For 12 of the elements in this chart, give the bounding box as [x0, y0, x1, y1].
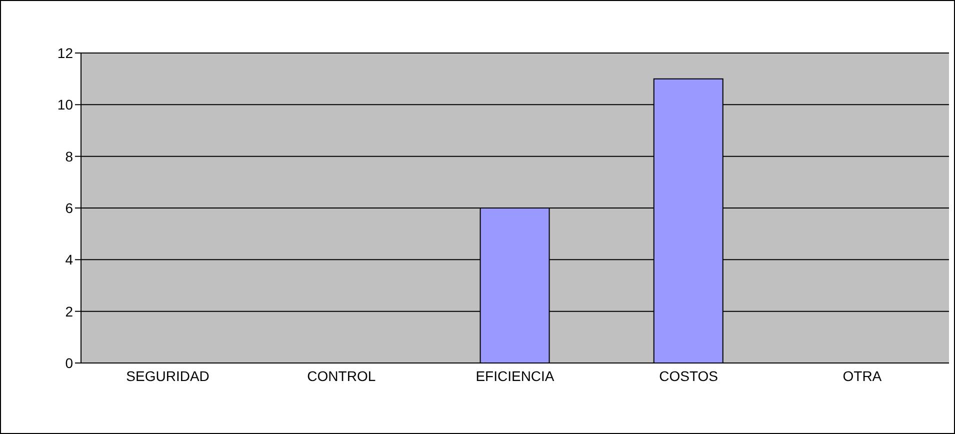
y-tick-label: 12 [57, 44, 74, 61]
x-tick-label: SEGURIDAD [126, 368, 210, 384]
x-tick-label: OTRA [842, 368, 882, 384]
y-tick-label: 8 [65, 148, 74, 164]
y-tick-label: 2 [65, 303, 74, 320]
y-tick-label: 6 [65, 200, 74, 216]
y-tick-label: 0 [65, 354, 74, 371]
y-tick-label: 10 [57, 96, 74, 113]
x-tick-label: EFICIENCIA [476, 368, 555, 384]
x-tick-label: COSTOS [659, 368, 718, 384]
y-tick-label: 4 [65, 252, 74, 268]
x-tick-label: CONTROL [307, 368, 376, 384]
